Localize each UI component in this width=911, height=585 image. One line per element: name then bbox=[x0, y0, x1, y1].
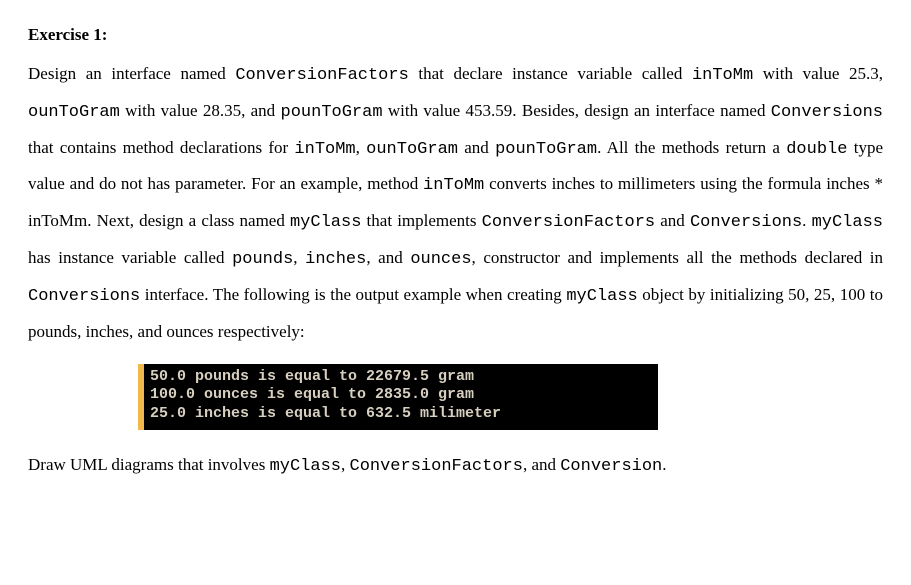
code-text: ounces bbox=[410, 250, 471, 269]
code-text: myClass bbox=[812, 213, 883, 232]
text: . bbox=[802, 211, 811, 230]
text: interface. The following is the output e… bbox=[140, 285, 566, 304]
text: with value 28.35, and bbox=[120, 101, 281, 120]
code-text: ounToGram bbox=[366, 140, 458, 159]
code-text: Conversions bbox=[690, 213, 802, 232]
exercise-paragraph-2: Draw UML diagrams that involves myClass,… bbox=[28, 448, 883, 485]
code-text: pounToGram bbox=[281, 103, 383, 122]
text: , bbox=[341, 455, 350, 474]
console-line: 25.0 inches is equal to 632.5 milimeter bbox=[150, 405, 501, 422]
code-text: inToMm bbox=[692, 66, 753, 85]
exercise-title: Exercise 1: bbox=[28, 18, 883, 53]
text: and bbox=[655, 211, 690, 230]
code-text: inToMm bbox=[423, 176, 484, 195]
text: , bbox=[293, 248, 305, 267]
code-text: Conversion bbox=[560, 457, 662, 476]
text: and bbox=[458, 138, 495, 157]
text: Draw UML diagrams that involves bbox=[28, 455, 270, 474]
text: that implements bbox=[361, 211, 481, 230]
code-text: double bbox=[786, 140, 847, 159]
text: . All the methods return a bbox=[597, 138, 786, 157]
code-text: pounds bbox=[232, 250, 293, 269]
console-line: 100.0 ounces is equal to 2835.0 gram bbox=[150, 386, 474, 403]
text: Design an interface named bbox=[28, 64, 235, 83]
text: that contains method declarations for bbox=[28, 138, 294, 157]
text: . bbox=[662, 455, 666, 474]
text: with value 25.3, bbox=[753, 64, 883, 83]
code-text: ConversionFactors bbox=[482, 213, 655, 232]
text: has instance variable called bbox=[28, 248, 232, 267]
code-text: myClass bbox=[290, 213, 361, 232]
code-text: ConversionFactors bbox=[235, 66, 408, 85]
console-output: 50.0 pounds is equal to 22679.5 gram 100… bbox=[138, 364, 658, 430]
text: , and bbox=[523, 455, 560, 474]
code-text: Conversions bbox=[28, 287, 140, 306]
console-output-block: 50.0 pounds is equal to 22679.5 gram 100… bbox=[138, 364, 658, 430]
code-text: pounToGram bbox=[495, 140, 597, 159]
text: with value 453.59. Besides, design an in… bbox=[383, 101, 771, 120]
console-line: 50.0 pounds is equal to 22679.5 gram bbox=[150, 368, 474, 385]
text: that declare instance variable called bbox=[409, 64, 692, 83]
text: , bbox=[356, 138, 367, 157]
code-text: inches bbox=[305, 250, 366, 269]
exercise-document: Exercise 1: Design an interface named Co… bbox=[0, 0, 911, 509]
text: , constructor and implements all the met… bbox=[472, 248, 883, 267]
code-text: inToMm bbox=[294, 140, 355, 159]
code-text: Conversions bbox=[771, 103, 883, 122]
console-body: 50.0 pounds is equal to 22679.5 gram 100… bbox=[144, 364, 513, 430]
code-text: ounToGram bbox=[28, 103, 120, 122]
exercise-paragraph-1: Design an interface named ConversionFact… bbox=[28, 57, 883, 350]
code-text: ConversionFactors bbox=[350, 457, 523, 476]
code-text: myClass bbox=[566, 287, 637, 306]
code-text: myClass bbox=[270, 457, 341, 476]
text: , and bbox=[366, 248, 410, 267]
